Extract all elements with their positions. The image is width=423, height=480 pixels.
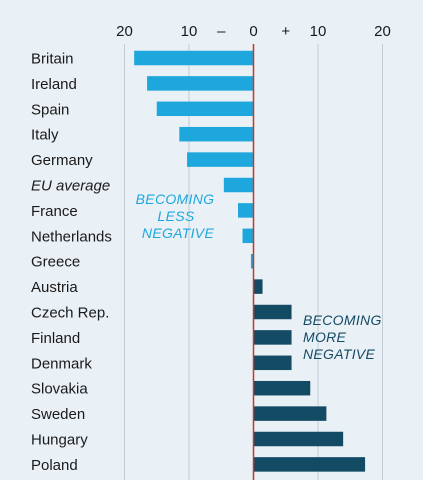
category-label: EU average: [31, 178, 110, 195]
bar: [242, 228, 254, 244]
x-tick-label: –: [217, 23, 226, 40]
bar: [253, 457, 366, 472]
x-tick-label: 20: [374, 23, 391, 40]
annotation-line: NEGATIVE: [303, 346, 376, 362]
x-tick-label: 0: [249, 23, 257, 40]
bar: [223, 177, 254, 193]
category-labels: Britain Ireland Spain Italy Germany EU averag…: [31, 51, 112, 474]
bar: [253, 330, 292, 345]
category-label: France: [31, 203, 78, 220]
category-label: Czech Rep.: [31, 305, 109, 322]
x-axis-ticks: 20 10 – 0 +10 20: [116, 23, 391, 40]
category-label: Slovakia: [31, 381, 88, 398]
x-tick-label: 10: [181, 23, 198, 40]
bars: [134, 50, 366, 472]
category-label: Spain: [31, 101, 69, 118]
category-label: Hungary: [31, 432, 88, 449]
bar: [147, 76, 254, 91]
category-label: Denmark: [31, 355, 92, 372]
annotation-line: NEGATIVE: [142, 225, 215, 241]
gridlines: [124, 44, 383, 480]
bar: [253, 355, 292, 371]
bar: [253, 406, 327, 421]
annotation-line: BECOMING: [136, 191, 215, 207]
x-tick-label: 20: [116, 23, 133, 40]
category-label: Greece: [31, 254, 80, 271]
bar: [179, 126, 254, 142]
annotation-line: MORE: [303, 329, 347, 345]
bar: [253, 431, 344, 447]
category-label: Sweden: [31, 406, 85, 423]
x-tick-label: 10: [310, 23, 327, 40]
category-label: Poland: [31, 457, 78, 474]
category-label: Netherlands: [31, 228, 112, 245]
x-tick-label: +: [281, 23, 290, 40]
bar: [253, 304, 292, 320]
bar: [250, 253, 254, 269]
bar: [253, 279, 263, 294]
bar: [134, 50, 254, 66]
category-label: Austria: [31, 279, 78, 296]
annotation-line: BECOMING: [303, 312, 382, 328]
bar: [156, 101, 254, 117]
category-label: Finland: [31, 330, 80, 347]
category-label: Britain: [31, 51, 74, 68]
bar: [253, 380, 311, 396]
category-label: Italy: [31, 127, 59, 144]
category-label: Germany: [31, 152, 93, 169]
annotation-line: LESS: [158, 208, 195, 224]
bar: [238, 203, 254, 218]
bar: [187, 152, 254, 167]
category-label: Ireland: [31, 76, 77, 93]
